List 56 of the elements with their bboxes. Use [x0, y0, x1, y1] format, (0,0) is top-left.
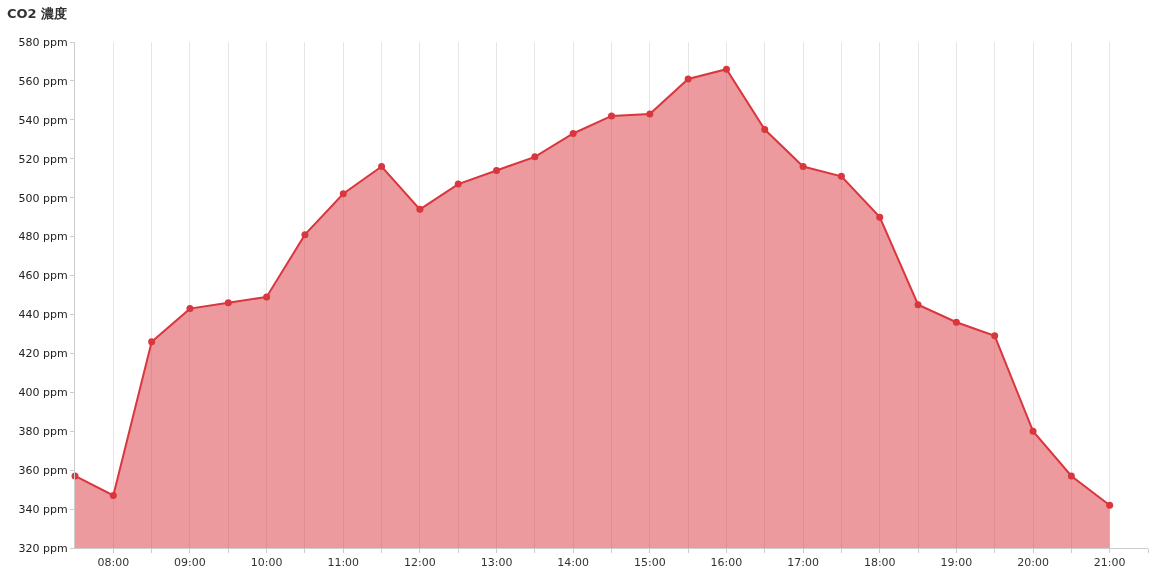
- point: [454, 180, 462, 188]
- y-tick-label: 340 ppm: [18, 502, 68, 516]
- y-tick-label: 560 ppm: [18, 74, 68, 88]
- x-tick-label: 19:00: [940, 556, 973, 570]
- point: [416, 205, 424, 213]
- y-tick-label: 400 ppm: [18, 386, 68, 400]
- x-tick-label: 16:00: [710, 556, 743, 570]
- y-tick-label: 360 ppm: [18, 464, 68, 477]
- point: [224, 299, 232, 307]
- point: [1067, 472, 1075, 480]
- point: [1029, 427, 1037, 435]
- point: [186, 305, 194, 313]
- x-tick-label: 12:00: [404, 556, 436, 570]
- point: [148, 338, 156, 346]
- point: [339, 190, 347, 198]
- y-tick-label: 420 ppm: [18, 347, 68, 361]
- y-tick-label: 500 ppm: [18, 191, 68, 205]
- point: [493, 166, 501, 174]
- x-tick-label: 21:00: [1093, 556, 1126, 570]
- point: [263, 293, 271, 301]
- point: [914, 301, 922, 309]
- y-tick-label: 520 ppm: [18, 152, 68, 166]
- x-tick-label: 17:00: [787, 556, 819, 570]
- x-tick-label: 08:00: [97, 556, 130, 570]
- x-tick-label: 10:00: [250, 556, 283, 570]
- point: [569, 129, 577, 137]
- point: [799, 163, 807, 171]
- x-tick-label: 09:00: [174, 556, 206, 570]
- chart-title: CO2 濃度: [6, 5, 68, 21]
- point: [684, 75, 692, 83]
- point: [646, 110, 654, 118]
- point: [608, 112, 615, 120]
- y-tick-label: 480 ppm: [18, 230, 68, 244]
- y-tick-label: 320 ppm: [18, 541, 68, 555]
- x-tick-label: 13:00: [480, 556, 513, 570]
- point: [301, 231, 309, 239]
- point: [876, 213, 884, 221]
- x-tick-label: 18:00: [863, 556, 896, 570]
- y-tick-label: 380 ppm: [18, 425, 68, 439]
- point: [761, 126, 769, 134]
- point: [991, 332, 999, 340]
- y-tick-label: 460 ppm: [18, 269, 68, 283]
- x-tick-label: 11:00: [327, 556, 360, 570]
- point: [378, 163, 386, 171]
- point: [1106, 501, 1114, 509]
- y-tick-label: 580 ppm: [18, 35, 68, 49]
- point: [837, 172, 845, 180]
- y-tick-label: 540 ppm: [18, 113, 68, 127]
- x-tick-label: 20:00: [1017, 556, 1049, 570]
- point: [952, 318, 960, 326]
- point: [109, 491, 117, 499]
- x-tick-label: 15:00: [633, 556, 666, 570]
- point: [531, 153, 539, 161]
- point: [722, 65, 730, 73]
- x-tick-label: 14:00: [557, 556, 590, 570]
- y-tick-label: 440 ppm: [18, 308, 68, 322]
